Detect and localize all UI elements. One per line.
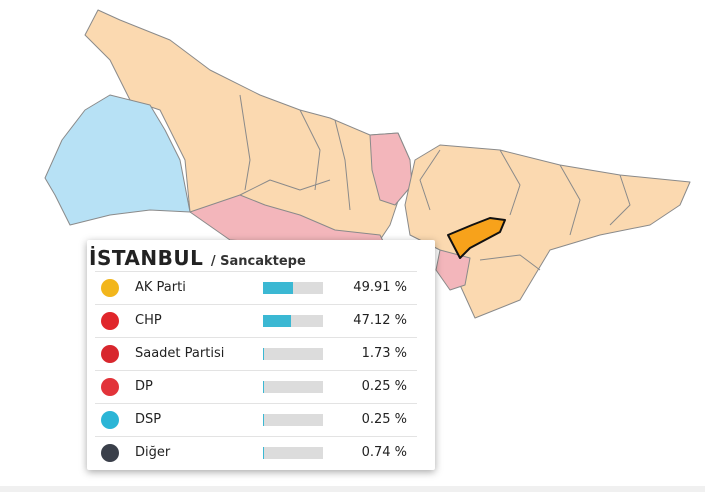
- results-panel: İSTANBUL / Sancaktepe AK Parti 49.91 % CHP…: [87, 240, 435, 470]
- party-row: Saadet Partisi 1.73 %: [95, 337, 417, 371]
- party-name: Diğer: [135, 445, 171, 460]
- panel-title: İSTANBUL: [89, 246, 204, 270]
- party-icon: [101, 345, 119, 363]
- vote-percent: 1.73 %: [361, 346, 407, 361]
- party-name: DSP: [135, 412, 162, 427]
- panel-header: İSTANBUL / Sancaktepe: [89, 246, 306, 270]
- district: [44, 94, 191, 226]
- party-icon: [101, 444, 119, 462]
- bar-track: [263, 315, 323, 327]
- party-name: CHP: [135, 313, 162, 328]
- panel-subtitle: / Sancaktepe: [210, 254, 306, 269]
- district: [404, 144, 691, 319]
- party-row: CHP 47.12 %: [95, 304, 417, 338]
- district: [369, 132, 413, 206]
- vote-bar: [263, 282, 293, 294]
- party-row: DSP 0.25 %: [95, 403, 417, 437]
- vote-bar: [263, 315, 292, 327]
- party-row: AK Parti 49.91 %: [95, 271, 417, 305]
- party-icon: [101, 378, 119, 396]
- party-icon: [101, 312, 119, 330]
- vote-percent: 0.25 %: [361, 412, 407, 427]
- vote-bar: [263, 348, 265, 360]
- party-name: AK Parti: [135, 280, 186, 295]
- party-name: Saadet Partisi: [135, 346, 225, 361]
- footer-strip: [0, 486, 705, 492]
- party-icon: [101, 411, 119, 429]
- bar-track: [263, 381, 323, 393]
- district: [435, 249, 471, 291]
- district-selected[interactable]: [447, 217, 506, 259]
- vote-percent: 47.12 %: [353, 313, 407, 328]
- party-name: DP: [135, 379, 153, 394]
- vote-percent: 0.74 %: [361, 445, 407, 460]
- party-row: Diğer 0.74 %: [95, 436, 417, 470]
- party-icon: [101, 279, 119, 297]
- vote-percent: 0.25 %: [361, 379, 407, 394]
- bar-track: [263, 282, 323, 294]
- bar-track: [263, 414, 323, 426]
- bar-track: [263, 348, 323, 360]
- vote-percent: 49.91 %: [353, 280, 407, 295]
- bar-track: [263, 447, 323, 459]
- party-row: DP 0.25 %: [95, 370, 417, 404]
